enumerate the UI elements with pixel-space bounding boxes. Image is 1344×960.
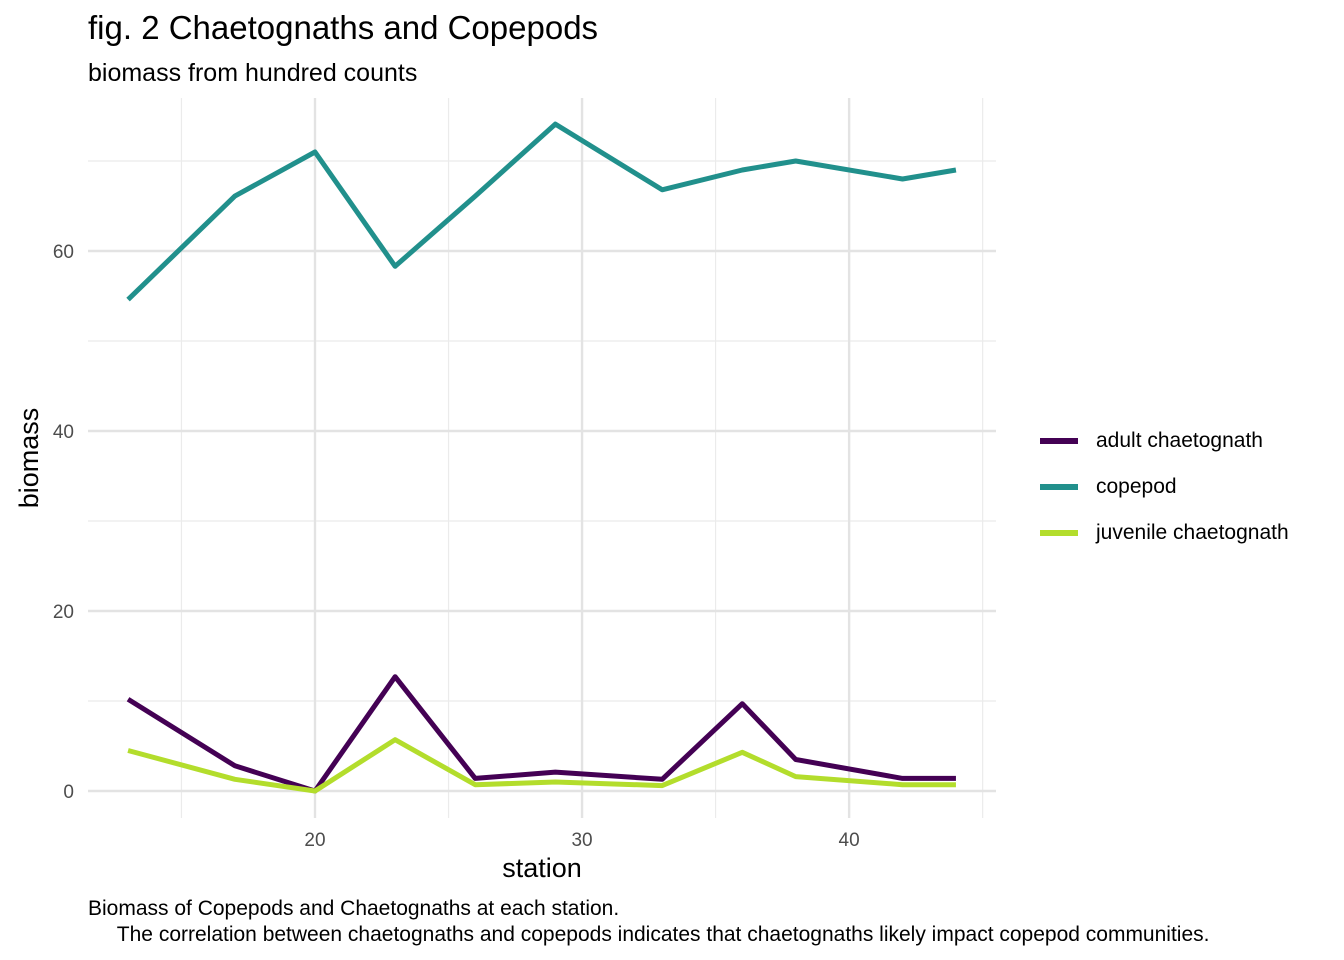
series-line-copepod: [126, 121, 957, 302]
line-chart: 0 20 40 60 20 30 40 station biomass: [14, 98, 996, 883]
series-line-adult-chaetognath: [126, 674, 956, 794]
legend: adult chaetognath copepod juvenile chaetog…: [1040, 418, 1289, 556]
series-line-juvenile-chaetognath: [127, 737, 956, 794]
legend-swatch: [1040, 484, 1078, 490]
legend-swatch: [1040, 438, 1078, 444]
y-tick-label: 60: [53, 242, 74, 263]
chart-subtitle: biomass from hundred counts: [88, 59, 418, 87]
caption-line-2: The correlation between chaetognaths and…: [116, 923, 1210, 946]
chart-title: fig. 2 Chaetognaths and Copepods: [88, 9, 599, 46]
y-tick-label: 0: [63, 782, 74, 803]
y-tick-label: 20: [53, 602, 74, 623]
caption-line-1: Biomass of Copepods and Chaetognaths at …: [88, 897, 620, 920]
x-tick-label: 30: [571, 830, 592, 851]
legend-item: juvenile chaetognath: [1040, 510, 1289, 556]
x-tick-label: 40: [839, 830, 860, 851]
x-tick-label: 20: [304, 830, 325, 851]
legend-item: copepod: [1040, 464, 1289, 510]
legend-label: adult chaetognath: [1096, 429, 1263, 452]
y-axis-title: biomass: [14, 408, 44, 509]
legend-label: juvenile chaetognath: [1096, 521, 1289, 544]
y-tick-label: 40: [53, 422, 74, 443]
legend-item: adult chaetognath: [1040, 418, 1289, 464]
x-axis-title: station: [502, 853, 582, 883]
legend-swatch: [1040, 530, 1078, 536]
legend-label: copepod: [1096, 475, 1177, 498]
chart-caption: Biomass of Copepods and Chaetognaths at …: [88, 896, 1209, 948]
